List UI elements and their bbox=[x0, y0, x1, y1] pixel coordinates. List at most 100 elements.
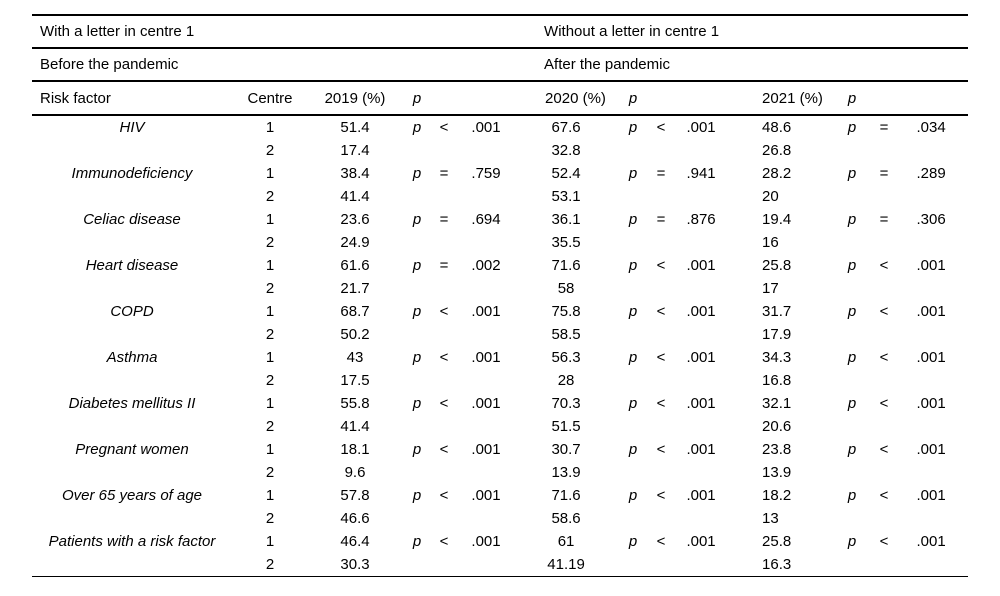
p-label bbox=[402, 369, 432, 392]
risk-factor-cell: Patients with a risk factor bbox=[48, 533, 216, 550]
table-row: 2 41.4 51.5 20.6 bbox=[32, 415, 968, 438]
value-2020-cell: 36.1 bbox=[551, 211, 581, 228]
p-label bbox=[402, 185, 432, 208]
p-value bbox=[672, 461, 730, 484]
value-2021-cell: 17.9 bbox=[762, 326, 792, 343]
table-body: HIV 1 51.4 p < .001 67.6 p < .001 48.6 p = .034 2 17.4 3… bbox=[32, 115, 968, 577]
p-label: p bbox=[847, 303, 857, 320]
p-value: .034 bbox=[916, 119, 946, 136]
p-operator: < bbox=[439, 395, 449, 412]
p-value: .001 bbox=[686, 395, 716, 412]
p-operator: < bbox=[656, 395, 666, 412]
p-value bbox=[672, 507, 730, 530]
value-2020-cell: 35.5 bbox=[551, 234, 581, 251]
p-label: p bbox=[847, 395, 857, 412]
p-value: .001 bbox=[686, 533, 716, 550]
p-operator bbox=[650, 369, 672, 392]
p-label bbox=[402, 415, 432, 438]
p-value bbox=[456, 323, 516, 346]
p-operator: < bbox=[879, 257, 889, 274]
p-operator: < bbox=[656, 119, 666, 136]
p-label bbox=[402, 323, 432, 346]
value-2020-cell: 71.6 bbox=[551, 257, 581, 274]
p-label bbox=[402, 277, 432, 300]
p-operator: = bbox=[879, 211, 889, 228]
column-header-centre: Centre bbox=[232, 81, 308, 116]
p-label: p bbox=[847, 533, 857, 550]
table-row: 2 17.4 32.8 26.8 bbox=[32, 139, 968, 162]
table-row: 2 9.6 13.9 13.9 bbox=[32, 461, 968, 484]
p-operator: = bbox=[656, 165, 666, 182]
p-operator bbox=[432, 139, 456, 162]
p-operator bbox=[650, 323, 672, 346]
p-operator bbox=[432, 415, 456, 438]
p-value: .289 bbox=[916, 165, 946, 182]
risk-factor-cell: Asthma bbox=[106, 349, 158, 366]
p-operator: = bbox=[439, 257, 449, 274]
value-2021-cell: 17 bbox=[762, 280, 779, 297]
p-operator bbox=[432, 553, 456, 577]
value-2019-cell: 55.8 bbox=[340, 395, 370, 412]
p-label bbox=[616, 139, 650, 162]
column-header-risk-factor: Risk factor bbox=[32, 81, 232, 116]
p-operator bbox=[432, 231, 456, 254]
centre-cell: 1 bbox=[265, 165, 275, 182]
p-operator: < bbox=[879, 487, 889, 504]
value-2021-cell: 16 bbox=[762, 234, 779, 251]
p-value bbox=[672, 323, 730, 346]
value-2019-cell: 46.6 bbox=[340, 510, 370, 527]
p-operator bbox=[650, 185, 672, 208]
centre-cell: 1 bbox=[265, 395, 275, 412]
value-2021-cell: 48.6 bbox=[762, 119, 792, 136]
table-row: Over 65 years of age 1 57.8 p < .001 71.6 p < .00… bbox=[32, 484, 968, 507]
p-label bbox=[616, 415, 650, 438]
value-2019-cell: 68.7 bbox=[340, 303, 370, 320]
value-2021-cell: 16.3 bbox=[762, 556, 792, 573]
p-operator: < bbox=[656, 303, 666, 320]
value-2019-cell: 46.4 bbox=[340, 533, 370, 550]
value-2021-cell: 25.8 bbox=[762, 533, 792, 550]
p-operator: < bbox=[879, 533, 889, 550]
p-operator: < bbox=[879, 441, 889, 458]
value-2021-cell: 23.8 bbox=[762, 441, 792, 458]
p-label bbox=[402, 507, 432, 530]
p-value: .001 bbox=[916, 441, 946, 458]
p-label: p bbox=[412, 441, 422, 458]
table-row: 2 17.5 28 16.8 bbox=[32, 369, 968, 392]
p-operator bbox=[650, 231, 672, 254]
p-value: .001 bbox=[471, 533, 501, 550]
p-label: p bbox=[628, 119, 638, 136]
p-operator bbox=[874, 323, 894, 346]
value-2021-cell: 28.2 bbox=[762, 165, 792, 182]
p-operator bbox=[650, 139, 672, 162]
value-2019-cell: 51.4 bbox=[340, 119, 370, 136]
value-2021-cell: 13.9 bbox=[762, 464, 792, 481]
p-operator: < bbox=[879, 395, 889, 412]
centre-cell: 1 bbox=[265, 533, 275, 550]
column-header-row: Risk factor Centre 2019 (%) p 2020 (%) p… bbox=[32, 81, 969, 116]
centre-cell: 1 bbox=[265, 303, 275, 320]
risk-factor-cell: HIV bbox=[119, 119, 145, 136]
p-value: .001 bbox=[471, 349, 501, 366]
p-label bbox=[402, 461, 432, 484]
value-2020-cell: 28 bbox=[557, 372, 575, 389]
p-label bbox=[830, 415, 874, 438]
p-operator bbox=[874, 185, 894, 208]
p-value bbox=[894, 139, 968, 162]
p-value: .001 bbox=[916, 487, 946, 504]
p-operator: < bbox=[439, 441, 449, 458]
p-operator bbox=[432, 277, 456, 300]
value-2021-cell: 26.8 bbox=[762, 142, 792, 159]
p-label bbox=[402, 231, 432, 254]
p-label: p bbox=[847, 119, 857, 136]
value-2021-cell: 31.7 bbox=[762, 303, 792, 320]
centre-cell: 2 bbox=[265, 556, 275, 573]
centre-cell: 1 bbox=[265, 487, 275, 504]
value-2019-cell: 23.6 bbox=[340, 211, 370, 228]
p-label bbox=[616, 231, 650, 254]
risk-factor-cell bbox=[32, 277, 232, 300]
value-2020-cell: 75.8 bbox=[551, 303, 581, 320]
group-header-right: Without a letter in centre 1 bbox=[516, 15, 969, 49]
risk-factor-cell bbox=[32, 369, 232, 392]
p-label: p bbox=[628, 487, 638, 504]
